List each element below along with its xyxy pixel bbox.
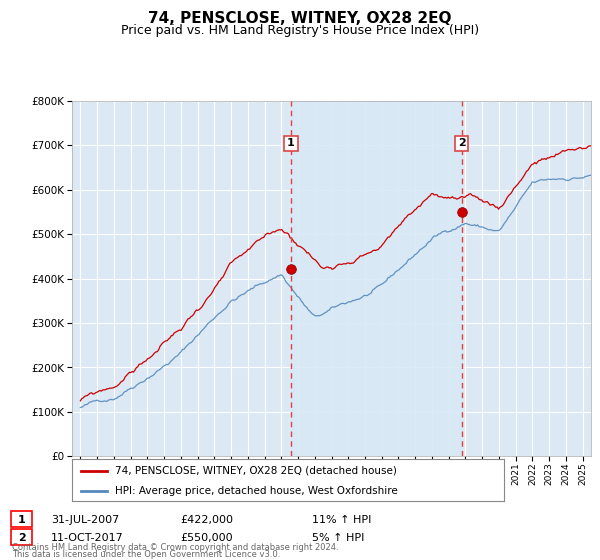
Text: £422,000: £422,000 xyxy=(180,515,233,525)
Text: This data is licensed under the Open Government Licence v3.0.: This data is licensed under the Open Gov… xyxy=(12,550,280,559)
Text: 5% ↑ HPI: 5% ↑ HPI xyxy=(312,533,364,543)
Text: Contains HM Land Registry data © Crown copyright and database right 2024.: Contains HM Land Registry data © Crown c… xyxy=(12,543,338,552)
Text: Price paid vs. HM Land Registry's House Price Index (HPI): Price paid vs. HM Land Registry's House … xyxy=(121,24,479,36)
Text: 1: 1 xyxy=(18,515,25,525)
Text: 11-OCT-2017: 11-OCT-2017 xyxy=(51,533,124,543)
Bar xyxy=(291,101,462,456)
Text: £550,000: £550,000 xyxy=(180,533,233,543)
Text: 2: 2 xyxy=(458,138,466,148)
Text: 74, PENSCLOSE, WITNEY, OX28 2EQ (detached house): 74, PENSCLOSE, WITNEY, OX28 2EQ (detache… xyxy=(115,466,397,476)
Text: 1: 1 xyxy=(287,138,295,148)
Text: 31-JUL-2007: 31-JUL-2007 xyxy=(51,515,119,525)
Text: 2: 2 xyxy=(18,533,25,543)
Text: HPI: Average price, detached house, West Oxfordshire: HPI: Average price, detached house, West… xyxy=(115,486,398,496)
Text: 74, PENSCLOSE, WITNEY, OX28 2EQ: 74, PENSCLOSE, WITNEY, OX28 2EQ xyxy=(148,11,452,26)
Text: 11% ↑ HPI: 11% ↑ HPI xyxy=(312,515,371,525)
